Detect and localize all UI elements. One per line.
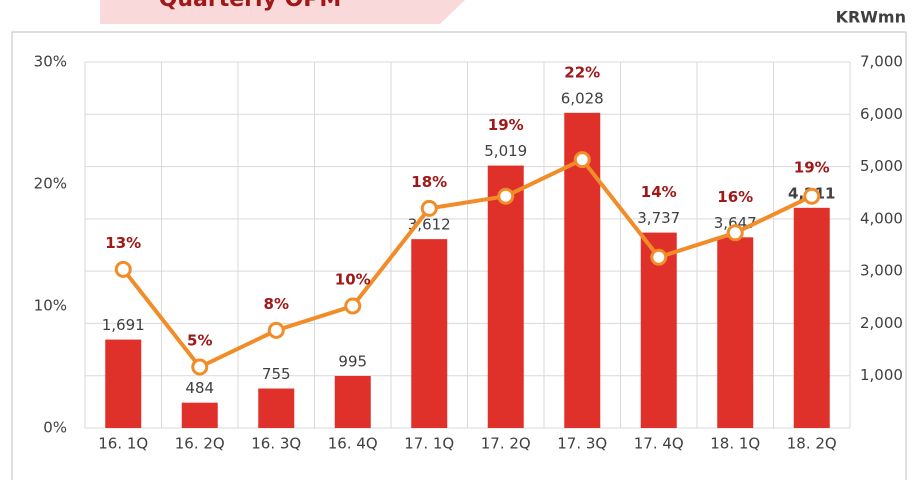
line <box>121 157 813 370</box>
bar <box>105 339 142 428</box>
x-tick-label: 18. 1Q <box>710 435 760 453</box>
line-marker <box>497 187 515 205</box>
y2-tick-label: 4,000 <box>860 209 903 227</box>
y-tick-label: 30% <box>34 53 67 71</box>
line-marker <box>420 199 438 217</box>
bar-value-label: 995 <box>338 352 367 370</box>
x-tick-label: 16. 4Q <box>328 435 378 453</box>
line-value-label: 19% <box>488 116 524 134</box>
line-value-label: 19% <box>794 158 830 176</box>
bar <box>411 239 448 428</box>
x-tick-label: 16. 1Q <box>98 435 148 453</box>
y2-tick-label: 5,000 <box>860 157 903 175</box>
unit-label: KRWmn <box>836 8 906 27</box>
bar-value-label: 755 <box>262 365 291 383</box>
bar-value-label: 1,691 <box>102 316 145 334</box>
bar-value-label: 484 <box>185 379 214 397</box>
y2-tick-label: 1,000 <box>860 366 903 384</box>
y-tick-label: 20% <box>34 175 67 193</box>
bar-value-label: 3,737 <box>637 209 680 227</box>
bar <box>487 165 524 428</box>
y2-tick-label: 6,000 <box>860 105 903 123</box>
line-marker <box>191 358 209 376</box>
line-marker <box>573 151 591 169</box>
line-value-label: 5% <box>187 332 212 350</box>
line-value-label: 16% <box>717 188 753 206</box>
title-tab <box>100 0 465 24</box>
y2-tick-label: 7,000 <box>860 53 903 71</box>
y2-tick-label: 3,000 <box>860 262 903 280</box>
y2-tick-label: 2,000 <box>860 314 903 332</box>
bar <box>717 237 754 428</box>
line-value-label: 18% <box>411 173 447 191</box>
y-tick-label: 10% <box>34 297 67 315</box>
bar-value-label: 5,019 <box>484 142 527 160</box>
line-marker <box>267 321 285 339</box>
x-tick-label: 17. 3Q <box>557 435 607 453</box>
x-tick-label: 17. 2Q <box>481 435 531 453</box>
chart-title: Quarterly OPM <box>159 0 342 12</box>
x-tick-label: 16. 2Q <box>175 435 225 453</box>
line-value-label: 8% <box>264 295 289 313</box>
line-marker <box>344 297 362 315</box>
line-value-label: 14% <box>641 183 677 201</box>
line-value-label: 13% <box>105 234 141 252</box>
x-tick-label: 18. 2Q <box>787 435 837 453</box>
bar-value-label: 6,028 <box>561 89 604 107</box>
line-value-label: 10% <box>335 271 371 289</box>
x-tick-label: 17. 4Q <box>634 435 684 453</box>
bar <box>334 375 371 428</box>
frame <box>11 31 907 480</box>
x-tick-label: 16. 3Q <box>251 435 301 453</box>
bar <box>181 402 218 428</box>
x-tick-label: 17. 1Q <box>404 435 454 453</box>
line-marker <box>803 187 821 205</box>
line-marker <box>650 248 668 266</box>
line-value-label: 22% <box>564 63 600 81</box>
bar <box>258 388 295 428</box>
bar <box>793 207 830 428</box>
y-tick-label: 0% <box>43 419 67 437</box>
line-marker <box>114 260 132 278</box>
line-marker <box>726 224 744 242</box>
